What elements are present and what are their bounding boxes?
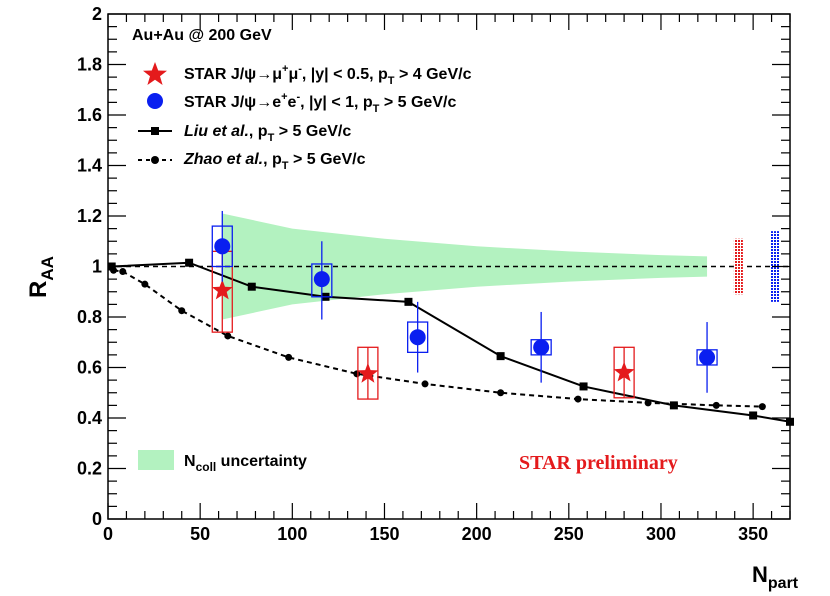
ncoll-legend-swatch bbox=[138, 450, 174, 470]
data-point-star-mu bbox=[357, 362, 379, 383]
legend-title: Au+Au @ 200 GeV bbox=[132, 27, 272, 44]
model-point-liu bbox=[669, 401, 678, 410]
data-point-star-mu bbox=[211, 279, 233, 300]
legend-entry-star-mu: STAR J/ψ→μ+μ-, |y| < 0.5, pT > 4 GeV/c bbox=[184, 63, 472, 87]
global-uncertainty-mu bbox=[733, 238, 743, 295]
model-point-liu bbox=[247, 282, 256, 291]
y-tick-label: 0 bbox=[92, 509, 102, 529]
x-tick-label: 0 bbox=[103, 524, 113, 544]
legend-marker-circle bbox=[147, 93, 163, 109]
x-tick-label: 150 bbox=[369, 524, 399, 544]
data-point-star-e bbox=[313, 271, 330, 288]
ncoll-legend-text: Ncoll uncertainty bbox=[184, 453, 307, 474]
model-point-zhao bbox=[178, 307, 186, 315]
ncoll-legend: Ncoll uncertainty bbox=[138, 450, 307, 474]
model-point-zhao bbox=[285, 353, 293, 361]
y-tick-label: 1.6 bbox=[77, 105, 102, 125]
x-tick-label: 200 bbox=[462, 524, 492, 544]
x-axis-title: Npart bbox=[752, 562, 799, 592]
y-tick-label: 1 bbox=[92, 257, 102, 277]
y-tick-label: 0.6 bbox=[77, 358, 102, 378]
model-curve-liu bbox=[111, 261, 791, 423]
data-point-star-e bbox=[533, 339, 550, 356]
model-point-zhao bbox=[353, 370, 361, 378]
data-point-star-mu bbox=[613, 361, 635, 382]
model-point-zhao bbox=[574, 395, 582, 403]
y-tick-label: 1.4 bbox=[77, 156, 102, 176]
model-point-zhao bbox=[758, 403, 766, 411]
y-tick-label: 0.2 bbox=[77, 459, 102, 479]
x-tick-label: 300 bbox=[646, 524, 676, 544]
model-point-zhao bbox=[421, 380, 429, 388]
y-tick-label: 1.2 bbox=[77, 206, 102, 226]
model-point-liu bbox=[579, 382, 588, 391]
x-tick-label: 100 bbox=[277, 524, 307, 544]
legend-entry-zhao: Zhao et al., pT > 5 GeV/c bbox=[183, 151, 366, 172]
model-point-liu bbox=[496, 352, 505, 361]
legend: Au+Au @ 200 GeV STAR J/ψ→μ+μ-, |y| < 0.5… bbox=[132, 27, 472, 172]
y-tick-label: 0.4 bbox=[77, 408, 102, 428]
x-tick-label: 350 bbox=[738, 524, 768, 544]
legend-entry-star-e: STAR J/ψ→e+e-, |y| < 1, pT > 5 GeV/c bbox=[184, 91, 456, 115]
model-point-zhao bbox=[119, 268, 127, 276]
model-point-zhao bbox=[712, 401, 720, 409]
legend-entry-liu: Liu et al., pT > 5 GeV/c bbox=[184, 123, 351, 144]
data-point-star-e bbox=[699, 349, 716, 366]
data-point-star-e bbox=[214, 238, 231, 255]
data-point-star-e bbox=[409, 329, 426, 346]
model-curve-zhao bbox=[113, 269, 763, 408]
y-tick-label: 2 bbox=[92, 4, 102, 24]
legend-marker-star bbox=[143, 62, 167, 85]
frame-layer bbox=[107, 13, 791, 520]
y-tick-label: 1.8 bbox=[77, 55, 102, 75]
model-point-zhao bbox=[497, 389, 505, 397]
model-point-zhao bbox=[644, 399, 652, 407]
legend-marker-dot bbox=[151, 156, 159, 164]
model-point-liu bbox=[185, 258, 194, 267]
ncoll-uncertainty-band bbox=[222, 213, 708, 320]
tick-labels-layer: 0 50 100 150 200 250 300 350 0 0.2 0.4 0.6 0.8 1 1.2 1.… bbox=[77, 4, 768, 544]
legend-marker-square bbox=[151, 127, 159, 135]
ncoll-band-layer bbox=[222, 213, 708, 320]
y-tick-label: 0.8 bbox=[77, 307, 102, 327]
model-point-zhao bbox=[110, 266, 118, 274]
model-point-liu bbox=[749, 411, 758, 420]
model-point-liu bbox=[404, 297, 413, 306]
star-preliminary-label: STAR preliminary bbox=[519, 452, 678, 474]
data-points-layer bbox=[211, 210, 718, 400]
model-point-zhao bbox=[224, 332, 232, 340]
x-tick-label: 50 bbox=[190, 524, 210, 544]
y-axis-title: RAA bbox=[25, 256, 57, 298]
model-point-zhao bbox=[141, 280, 149, 288]
x-tick-label: 250 bbox=[554, 524, 584, 544]
